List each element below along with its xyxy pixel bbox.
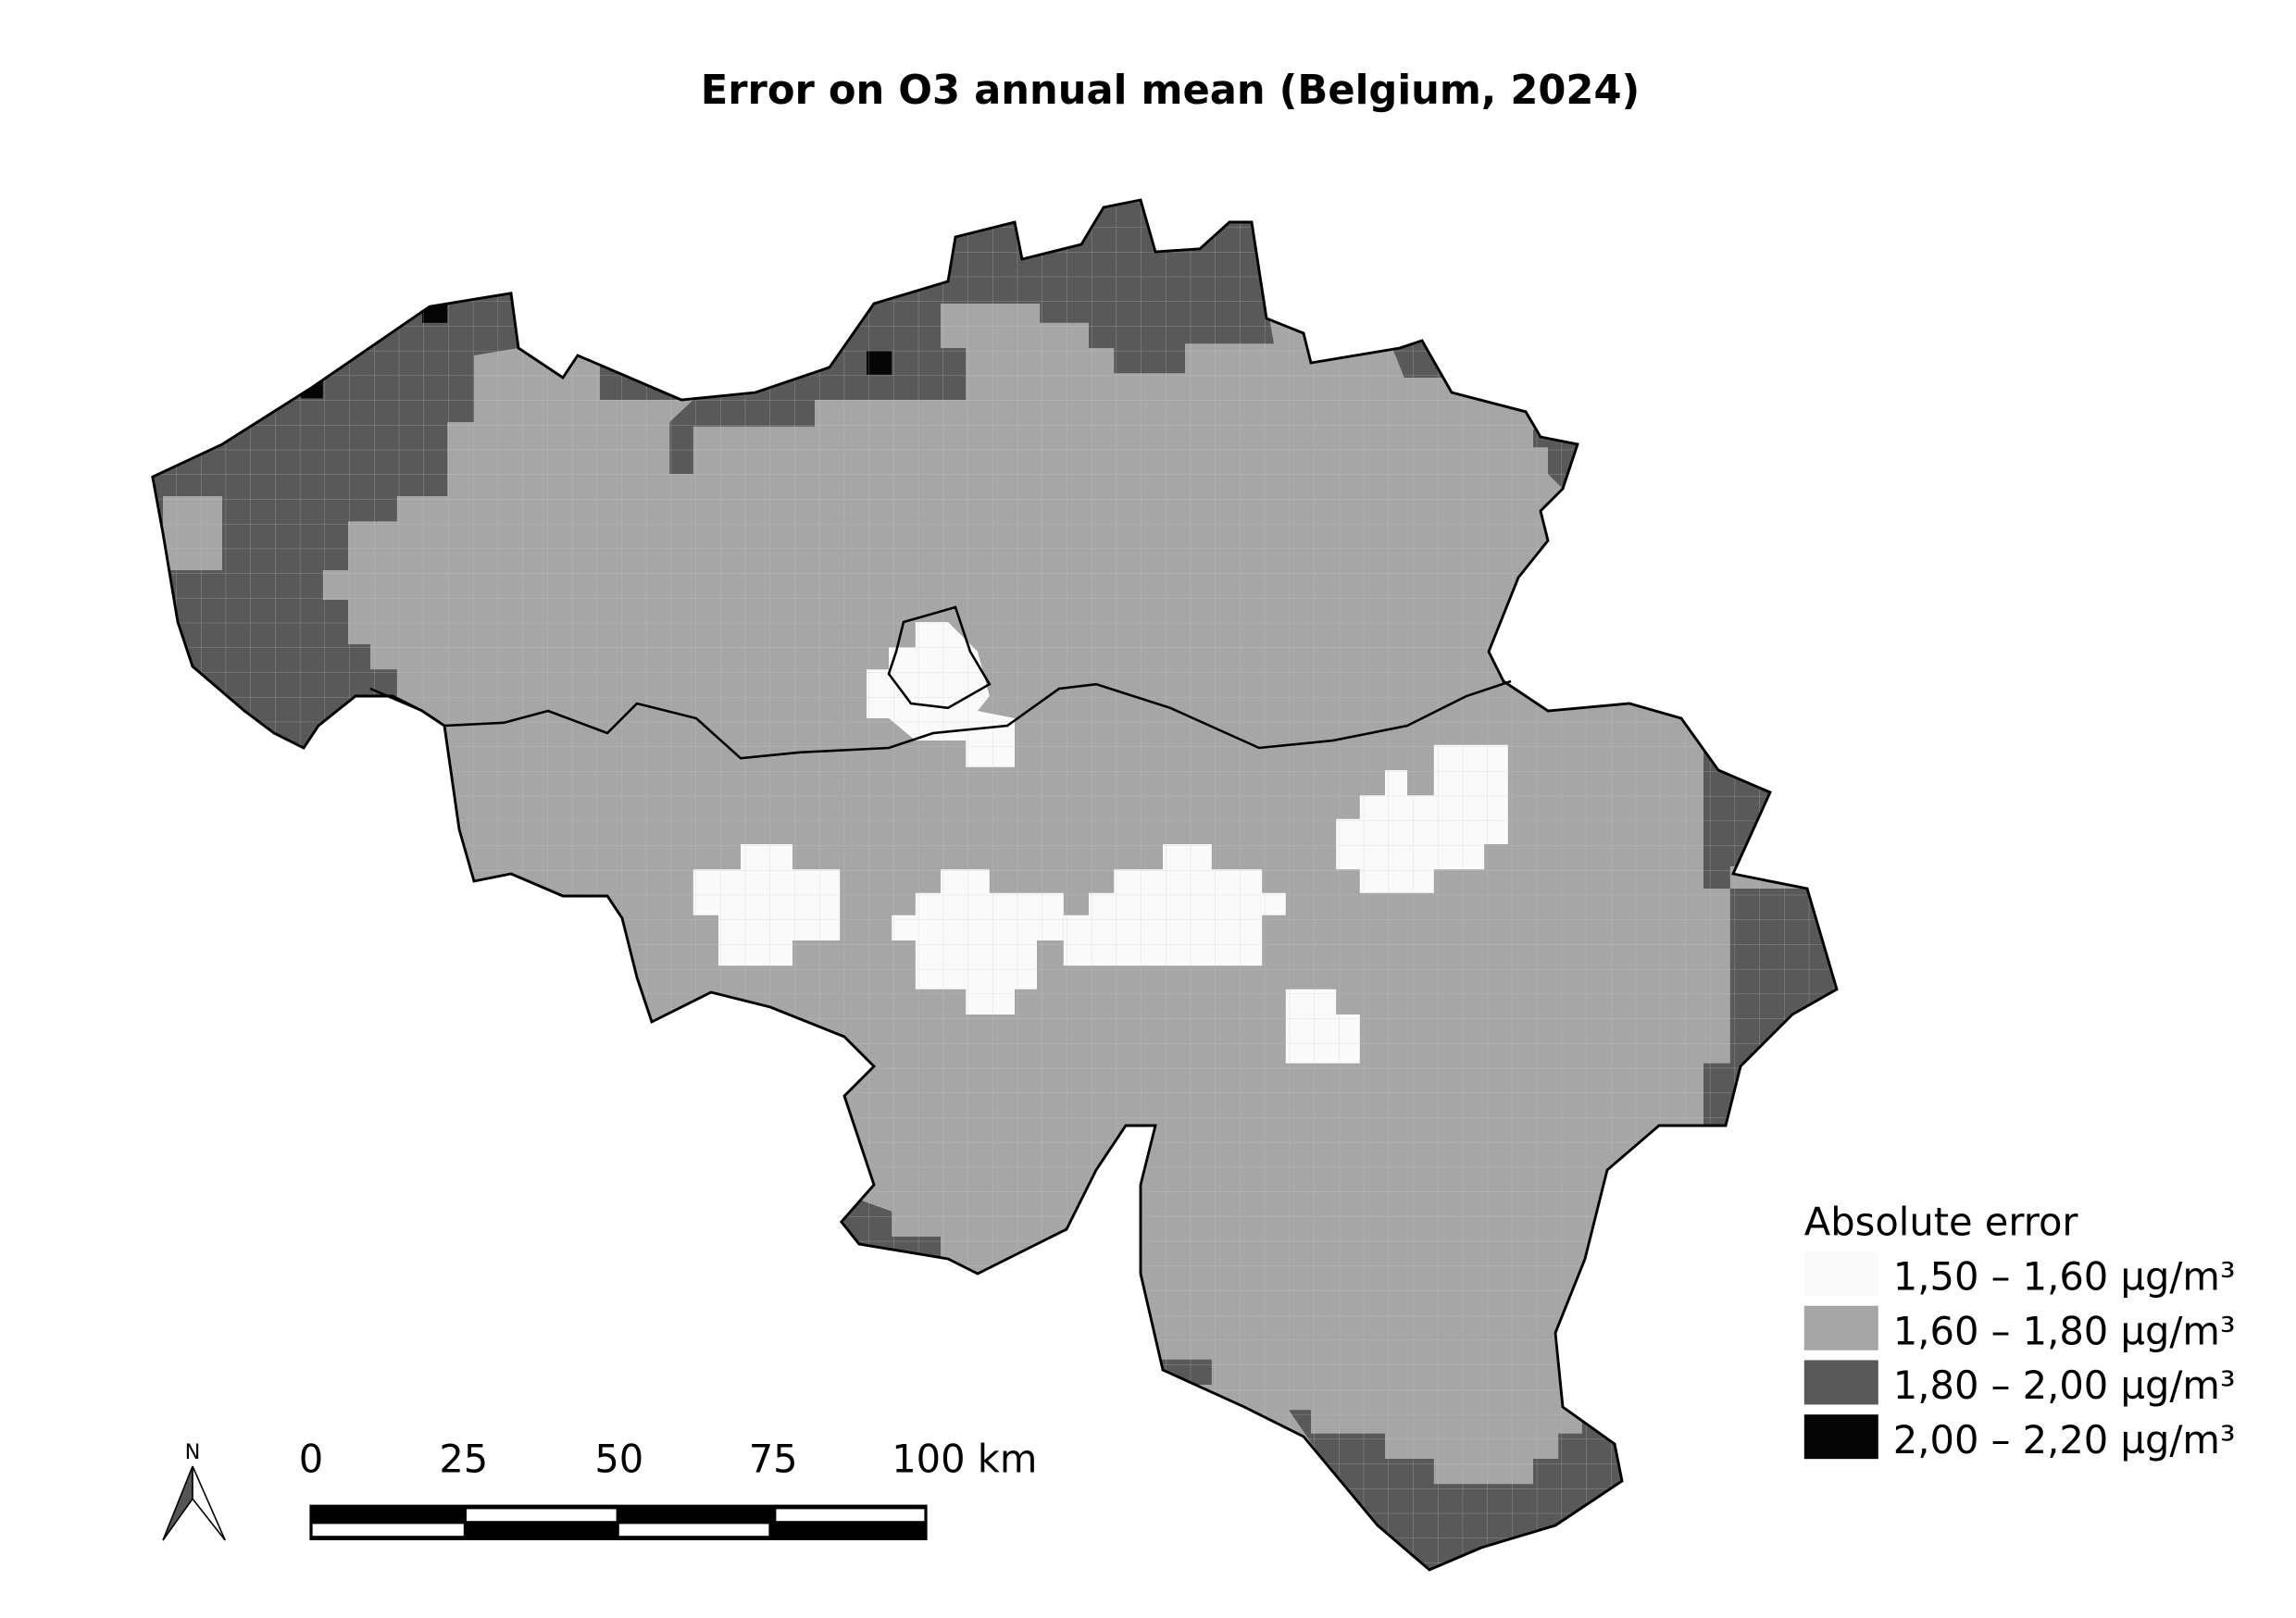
scale-tick-0: 0 [299,1436,323,1481]
scale-tick-25: 25 [439,1436,488,1481]
legend-swatch [1803,1360,1878,1405]
scale-segment [312,1524,464,1537]
scale-segment [467,1509,617,1522]
scale-tick-50: 50 [594,1436,643,1481]
regional-border [369,679,1512,760]
scale-segment [618,1524,769,1537]
legend-title: Absolute error [1804,1199,2079,1244]
legend-swatch [1803,1305,1878,1350]
north-label: N [185,1440,201,1464]
legend-label: 1,60 – 1,80 µg/m³ [1893,1308,2236,1353]
legend-label: 1,50 – 1,60 µg/m³ [1893,1254,2236,1300]
brussels-border [887,605,992,710]
scale-bar: 0 25 50 75 100 km [299,1436,1037,1540]
legend-swatch [1803,1251,1878,1296]
legend: Absolute error 1,50 – 1,60 µg/m³ 1,60 – 1… [1803,1199,2236,1462]
scale-tick-100: 100 km [892,1436,1037,1481]
legend-swatch [1803,1414,1878,1460]
north-arrow-right-icon [192,1465,226,1541]
map-title: Error on O3 annual mean (Belgium, 2024) [701,68,1641,114]
north-arrow: N [162,1440,226,1541]
scale-segment [776,1509,925,1522]
scale-tick-75: 75 [749,1436,798,1481]
legend-label: 2,00 – 2,20 µg/m³ [1893,1417,2236,1462]
legend-label: 1,80 – 2,00 µg/m³ [1893,1363,2236,1408]
north-arrow-left-icon [162,1465,193,1541]
